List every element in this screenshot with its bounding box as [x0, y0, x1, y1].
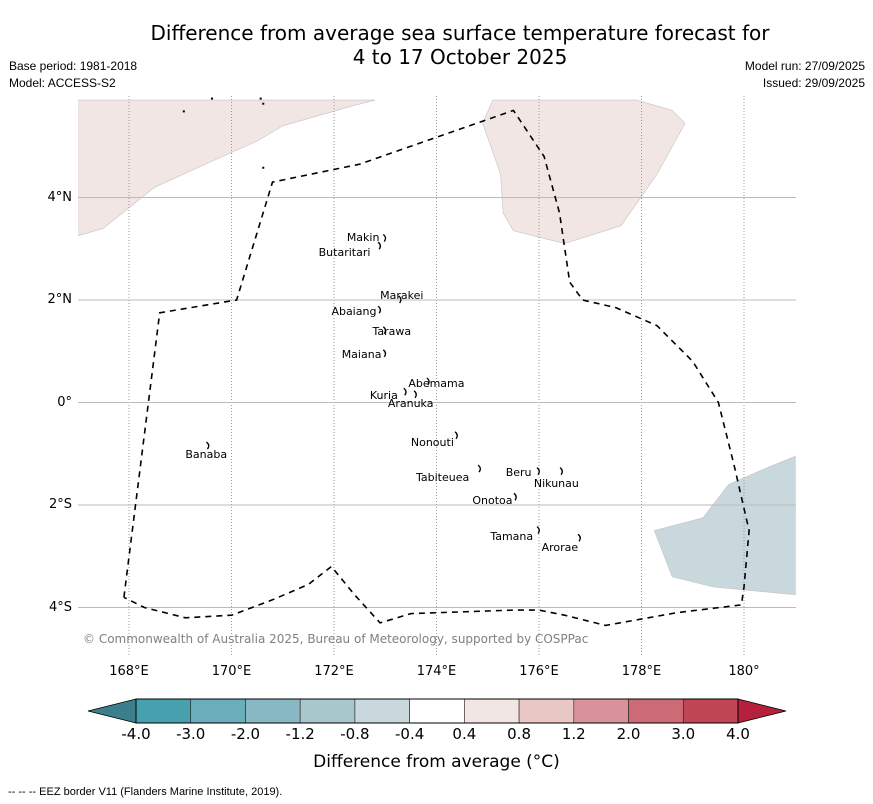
island-atoll-beru [536, 467, 540, 476]
model-name: Model: ACCESS-S2 [9, 76, 116, 90]
island-atoll-nikunau [559, 467, 563, 476]
island-label: Marakei [380, 289, 424, 303]
island-label: Maiana [341, 348, 382, 362]
chart-title: Difference from average sea surface temp… [0, 21, 873, 69]
meta-right: Model run: 27/09/2025 Issued: 29/09/2025 [745, 58, 865, 92]
colorbar-tick-label: -0.8 [340, 725, 370, 743]
island-label: Nikunau [533, 476, 579, 490]
north-east-warm-patch [482, 99, 686, 244]
island-label: Arorae [541, 540, 579, 554]
island-atoll-abaiang [377, 305, 382, 314]
island-label: Banaba [185, 448, 228, 462]
colorbar-tick-label: -3.0 [176, 725, 206, 743]
colorbar-tick-label: 0.4 [452, 725, 477, 743]
colorbar-tick-label: 3.0 [671, 725, 696, 743]
islet-mark [262, 102, 265, 105]
island-atoll-tabiteuea [477, 464, 481, 473]
colorbar-outline [135, 698, 739, 724]
island-label: Abemama [408, 376, 465, 390]
island-label: Makin [346, 230, 380, 244]
island-atoll-maiana [382, 349, 387, 358]
colorbar-segment [628, 698, 684, 724]
x-tick-label: 180° [728, 664, 760, 679]
colorbar-segment [135, 698, 192, 724]
north-west-warm-patch [78, 99, 376, 237]
colorbar-tick-label: 0.8 [507, 725, 531, 743]
colorbar-segment [354, 698, 410, 724]
island-label: Tarawa [372, 325, 412, 339]
colorbar-segment [682, 698, 739, 724]
colorbar-segment [518, 698, 575, 724]
x-tick-label: 178°E [621, 664, 662, 679]
island-atoll-makin [382, 233, 387, 242]
colorbar-tick-label: -0.4 [394, 725, 425, 743]
colorbar-segment [464, 698, 520, 724]
island-label: Beru [505, 466, 532, 480]
island-label: Abaiang [331, 304, 377, 318]
copyright-notice: © Commonwealth of Australia 2025, Bureau… [83, 632, 589, 646]
x-tick-label: 174°E [416, 664, 457, 679]
islet-mark [259, 97, 262, 100]
base-period: Base period: 1981-2018 [9, 59, 138, 73]
island-label: Aranuka [387, 397, 434, 411]
colorbar-tick-label: -1.2 [285, 725, 315, 743]
island-label: Tabiteuea [416, 471, 470, 485]
island-atoll-abemama [426, 377, 430, 386]
meta-left: Base period: 1981-2018 Model: ACCESS-S2 [9, 58, 137, 92]
x-tick-label: 168°E [109, 664, 149, 679]
eez-border [123, 109, 750, 627]
colorbar-over-arrow [737, 698, 787, 724]
x-tick-label: 172°E [314, 664, 354, 679]
colorbar-segment [190, 698, 246, 724]
title-line-1: Difference from average sea surface temp… [150, 21, 770, 45]
island-atoll-nonouti [454, 431, 458, 440]
colorbar-under-arrow [87, 698, 137, 724]
island-atoll-banaba [206, 441, 210, 450]
title-line-2: 4 to 17 October 2025 [352, 45, 568, 69]
x-tick-label: 176°E [519, 664, 559, 679]
island-atoll-arorae [577, 533, 581, 542]
islet-mark [211, 97, 213, 100]
island-label: Onotoa [472, 494, 513, 508]
colorbar-title: Difference from average (°C) [313, 752, 560, 772]
x-tick-label: 170°E [211, 664, 252, 679]
colorbar-tick-label: -4.0 [121, 725, 151, 743]
colorbar-tick-label: 1.2 [561, 725, 586, 743]
eez-legend-footnote: -- -- -- EEZ border V11 (Flanders Marine… [8, 786, 283, 798]
colorbar-tick-label: -2.0 [230, 725, 261, 743]
colorbar-segment [245, 698, 301, 724]
colorbar-segment [299, 698, 356, 724]
colorbar-tick-label: 4.0 [726, 725, 750, 743]
south-east-cool-patch [653, 455, 796, 596]
islet-mark [262, 166, 265, 169]
y-tick-label: 4°S [48, 599, 72, 615]
colorbar-tick-label: 2.0 [616, 725, 641, 743]
colorbar-segment [573, 698, 629, 724]
island-atoll-marakei [398, 295, 402, 304]
island-label: Tamana [490, 530, 534, 544]
issued-date: Issued: 29/09/2025 [762, 76, 865, 90]
y-tick-label: 4°N [47, 189, 73, 205]
island-label: Butaritari [318, 245, 371, 259]
colorbar-segment [409, 698, 465, 724]
island-atoll-onotoa [513, 492, 517, 501]
island-atoll-butaritari [377, 241, 382, 250]
model-run: Model run: 27/09/2025 [744, 59, 865, 73]
y-tick-label: 2°S [48, 497, 72, 512]
island-atoll-kuria [403, 387, 407, 396]
island-atoll-tamana [536, 526, 540, 535]
island-atoll-aranuka [413, 390, 417, 399]
island-label: Kuria [369, 389, 398, 403]
island-atoll-tarawa [382, 326, 387, 335]
y-tick-label: 0° [57, 394, 72, 410]
y-tick-label: 2°N [47, 292, 73, 307]
island-label: Nonouti [410, 435, 454, 449]
islet-mark [182, 110, 185, 113]
